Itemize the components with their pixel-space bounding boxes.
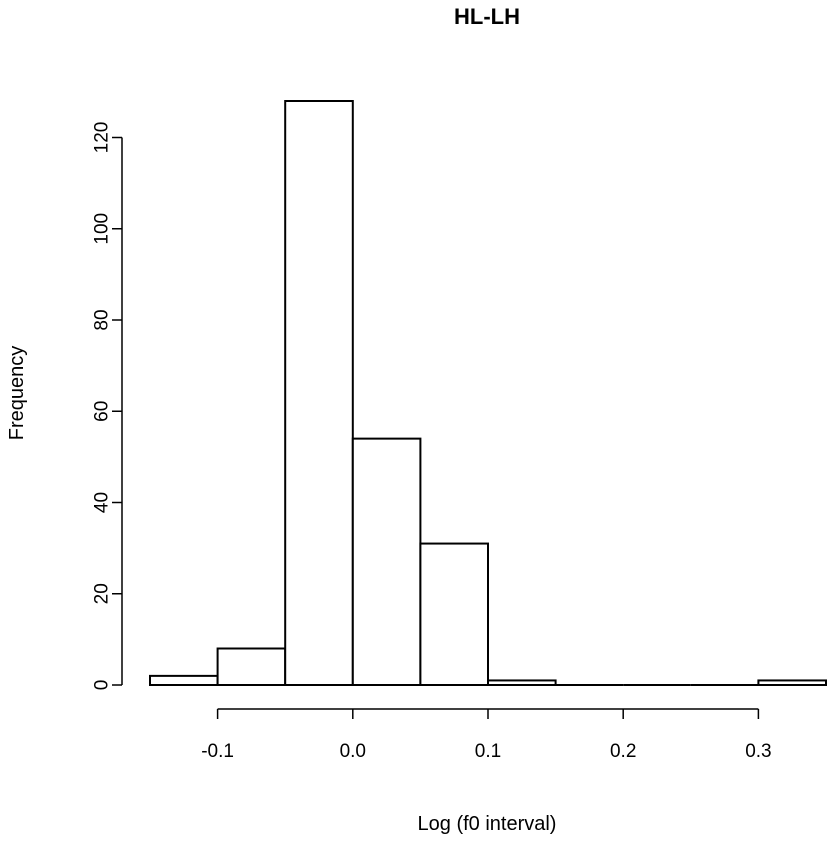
histogram-bar <box>487 679 557 686</box>
x-tick-label: 0.2 <box>610 741 636 762</box>
y-axis: 0 20 40 60 80 100 120 <box>92 122 123 691</box>
chart-title: HL-LH <box>454 4 520 29</box>
y-tick-label: 0 <box>92 680 113 691</box>
x-axis-label: Log (f0 interval) <box>418 813 557 835</box>
y-axis-label: Frequency <box>6 346 28 441</box>
histogram-bar <box>351 437 422 686</box>
y-tick-label: 20 <box>92 583 113 604</box>
x-axis: -0.1 0.0 0.1 0.2 0.3 <box>201 708 772 762</box>
histogram-bar <box>419 542 489 686</box>
bars-group <box>149 100 827 686</box>
x-tick-label: 0.1 <box>475 741 501 762</box>
x-tick-label: 0.0 <box>340 741 366 762</box>
y-tick-label: 80 <box>92 309 113 330</box>
x-tick-label: 0.3 <box>745 741 771 762</box>
histogram-bar <box>149 674 219 686</box>
y-tick-label: 40 <box>92 492 113 513</box>
histogram-bar <box>757 679 827 686</box>
histogram-bar <box>216 647 287 686</box>
x-tick-label: -0.1 <box>201 741 234 762</box>
y-tick-label: 120 <box>92 122 113 154</box>
y-tick-label: 100 <box>92 213 113 245</box>
y-tick-label: 60 <box>92 401 113 422</box>
histogram-bar <box>284 100 354 686</box>
